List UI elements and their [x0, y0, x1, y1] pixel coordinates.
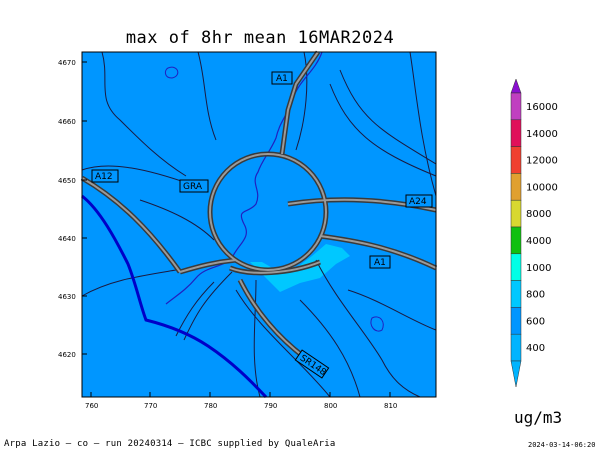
y-tick-label: 4660 [58, 118, 76, 126]
svg-text:A1: A1 [276, 74, 288, 84]
units-label: ug/m3 [514, 408, 563, 427]
colorbar-label: 12000 [526, 156, 558, 167]
y-axis [82, 61, 87, 355]
x-tick-label: 810 [384, 402, 397, 410]
svg-text:GRA: GRA [183, 182, 203, 192]
highways [80, 50, 438, 375]
colorbar-segment [510, 119, 522, 147]
colorbar-label: 600 [526, 316, 545, 327]
colorbar-label: 400 [526, 343, 545, 354]
colorbar-label: 10000 [526, 182, 558, 193]
x-tick-labels: 760 770 780 790 800 810 [85, 402, 397, 410]
x-axis [90, 392, 391, 397]
colorbar-segment [510, 253, 522, 281]
colorbar-segment [510, 173, 522, 201]
y-tick-labels: 4670 4660 4650 4640 4630 4620 [58, 59, 76, 359]
y-tick-label: 4650 [58, 177, 76, 185]
road-label-a12: A12 [91, 169, 119, 183]
plot-frame [81, 51, 437, 398]
lake-outline [370, 316, 384, 332]
road-label-gra: GRA [179, 179, 209, 193]
coastline [81, 194, 268, 399]
x-tick-label: 790 [264, 402, 277, 410]
colorbar-label: 16000 [526, 102, 558, 113]
colorbar-label: 8000 [526, 209, 551, 220]
map-title: max of 8hr mean 16MAR2024 [125, 28, 395, 48]
colorbar-segment [510, 307, 522, 335]
colorbar: 16000 14000 12000 10000 8000 4000 1000 800 600 40… [510, 78, 558, 388]
x-tick-label: 800 [324, 402, 337, 410]
plot-field [82, 52, 436, 397]
colorbar-segment [510, 146, 522, 174]
y-tick-label: 4630 [58, 293, 76, 301]
colorbar-label: 14000 [526, 129, 558, 140]
road-label-a1-north: A1 [271, 71, 293, 85]
y-tick-label: 4640 [58, 235, 76, 243]
run-timestamp: 2024-03-14-06:20 [528, 441, 596, 449]
river-loop [164, 66, 179, 79]
x-tick-label: 770 [144, 402, 157, 410]
colorbar-segment [510, 226, 522, 255]
svg-text:A12: A12 [95, 172, 113, 182]
road-label-a24: A24 [405, 194, 433, 208]
colorbar-segment [510, 280, 522, 308]
x-tick-label: 780 [204, 402, 217, 410]
svg-text:A24: A24 [409, 197, 427, 207]
colorbar-segment [510, 199, 522, 228]
colorbar-segment [510, 92, 522, 121]
footer-credits: Arpa Lazio — co — run 20240314 — ICBC su… [4, 439, 336, 449]
colorbar-label: 4000 [526, 236, 551, 247]
y-tick-label: 4670 [58, 59, 76, 67]
svg-text:A1: A1 [374, 258, 386, 268]
road-label-a1-south: A1 [369, 255, 391, 269]
colorbar-segment [510, 333, 522, 362]
colorbar-top-arrow [510, 78, 522, 94]
x-tick-label: 760 [85, 402, 98, 410]
colorbar-label: 800 [526, 290, 545, 301]
colorbar-label: 1000 [526, 263, 551, 274]
colorbar-bottom-arrow [510, 360, 522, 388]
y-tick-label: 4620 [58, 351, 76, 359]
